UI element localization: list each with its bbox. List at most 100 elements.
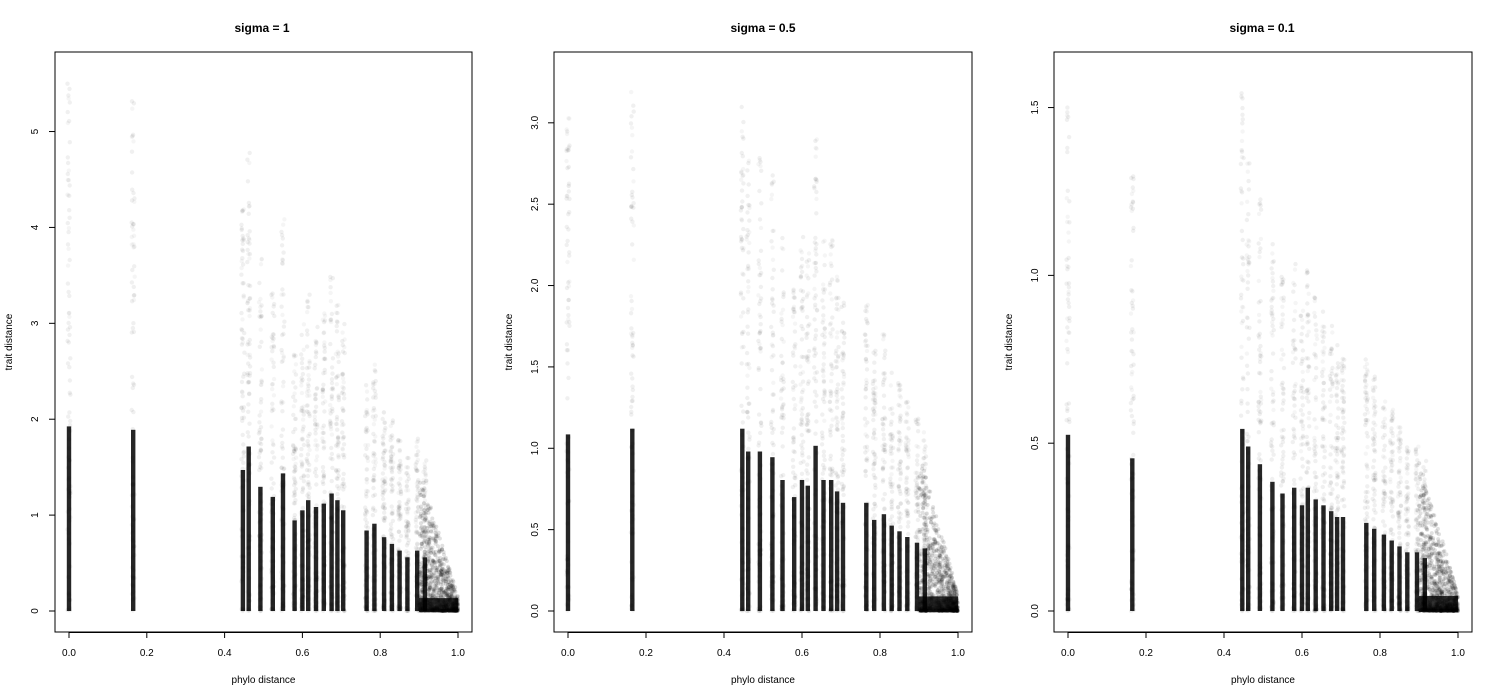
data-point — [239, 577, 245, 582]
data-point — [830, 238, 835, 244]
data-point — [898, 491, 903, 496]
data-point — [129, 198, 135, 203]
data-point — [240, 237, 245, 243]
data-point — [257, 430, 262, 435]
data-point — [342, 597, 347, 602]
x-tick-label: 0.2 — [140, 648, 154, 659]
data-point — [280, 546, 285, 552]
data-point — [131, 409, 136, 415]
data-point — [396, 481, 402, 486]
data-point — [383, 538, 388, 544]
data-point — [770, 245, 775, 250]
data-point — [365, 541, 370, 546]
data-point — [864, 544, 869, 549]
data-point — [819, 570, 825, 575]
data-point — [906, 454, 911, 460]
data-point — [745, 289, 751, 294]
data-point — [780, 425, 785, 430]
data-point — [241, 237, 247, 242]
data-point — [245, 546, 250, 551]
data-point — [239, 485, 244, 490]
data-point — [820, 498, 825, 503]
data-point — [270, 574, 275, 579]
data-point — [805, 381, 811, 386]
data-point — [257, 591, 262, 596]
data-point — [65, 242, 71, 247]
data-point — [130, 106, 135, 111]
data-point — [756, 258, 761, 263]
data-point — [822, 330, 827, 335]
data-point — [739, 129, 744, 134]
data-point — [340, 376, 346, 381]
data-point — [820, 471, 825, 476]
data-point — [313, 338, 318, 344]
data-point — [239, 328, 245, 333]
data-point — [405, 607, 411, 613]
data-point — [915, 541, 920, 547]
data-point — [342, 396, 347, 401]
data-point — [383, 481, 388, 486]
data-point — [129, 170, 135, 175]
data-point — [328, 456, 333, 461]
data-point — [758, 476, 763, 481]
data-point — [792, 346, 798, 351]
data-point — [840, 433, 845, 439]
data-point — [314, 509, 319, 514]
data-point — [906, 531, 911, 537]
data-point — [301, 534, 306, 539]
data-point — [291, 352, 297, 357]
data-point — [881, 477, 886, 483]
data-point — [240, 248, 246, 254]
data-point — [828, 391, 833, 396]
data-point — [759, 168, 764, 173]
data-point — [833, 483, 838, 488]
data-point — [744, 350, 750, 356]
data-point — [778, 503, 784, 508]
data-point — [322, 541, 327, 546]
data-point — [293, 372, 299, 377]
data-point — [872, 562, 878, 567]
data-point — [328, 408, 333, 413]
data-point — [247, 421, 252, 426]
data-point — [438, 593, 443, 598]
data-point — [301, 587, 306, 592]
data-point — [271, 345, 277, 350]
data-point — [405, 603, 411, 608]
data-point — [863, 406, 868, 411]
data-point — [333, 600, 339, 605]
data-point — [756, 162, 761, 167]
data-point — [239, 405, 244, 411]
data-point — [814, 393, 819, 398]
data-point — [313, 577, 318, 583]
data-point — [888, 522, 893, 527]
data-point — [300, 485, 306, 491]
data-point — [322, 534, 327, 539]
data-point — [301, 528, 306, 533]
data-point — [889, 532, 895, 538]
data-point — [839, 417, 844, 422]
data-point — [131, 233, 137, 238]
data-point — [65, 120, 71, 126]
data-point — [328, 540, 333, 545]
data-point — [835, 500, 841, 506]
data-point — [373, 548, 378, 553]
data-point — [291, 456, 296, 462]
data-point — [305, 539, 310, 544]
data-point — [840, 464, 846, 470]
data-point — [299, 576, 305, 581]
data-point — [281, 506, 286, 512]
data-point — [271, 529, 276, 534]
data-point — [418, 521, 423, 526]
data-point — [839, 601, 844, 607]
data-point — [322, 604, 327, 609]
data-point — [770, 297, 775, 302]
data-point — [564, 585, 569, 590]
data-point — [67, 506, 73, 512]
data-point — [292, 533, 298, 539]
data-point — [741, 226, 746, 232]
data-point — [258, 327, 263, 332]
data-point — [382, 510, 387, 515]
data-point — [828, 252, 833, 257]
data-point — [258, 382, 264, 387]
data-point — [841, 608, 846, 614]
